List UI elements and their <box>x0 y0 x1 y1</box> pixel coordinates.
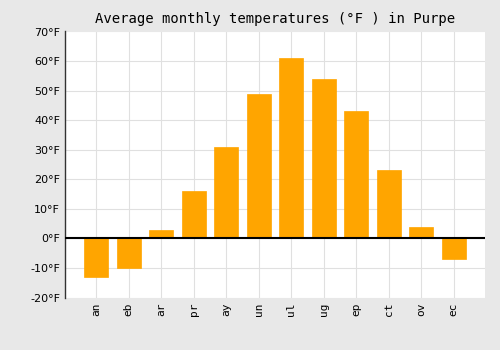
Bar <box>279 58 303 238</box>
Bar <box>149 230 174 238</box>
Bar <box>312 79 336 238</box>
Bar <box>182 191 206 238</box>
Title: Average monthly temperatures (°F ) in Purpe: Average monthly temperatures (°F ) in Pu… <box>95 12 455 26</box>
Bar <box>376 170 401 238</box>
Bar <box>344 111 368 238</box>
Bar <box>116 238 141 268</box>
Bar <box>442 238 466 259</box>
Bar <box>84 238 108 277</box>
Bar <box>246 93 271 238</box>
Bar <box>214 147 238 238</box>
Bar <box>409 226 434 238</box>
